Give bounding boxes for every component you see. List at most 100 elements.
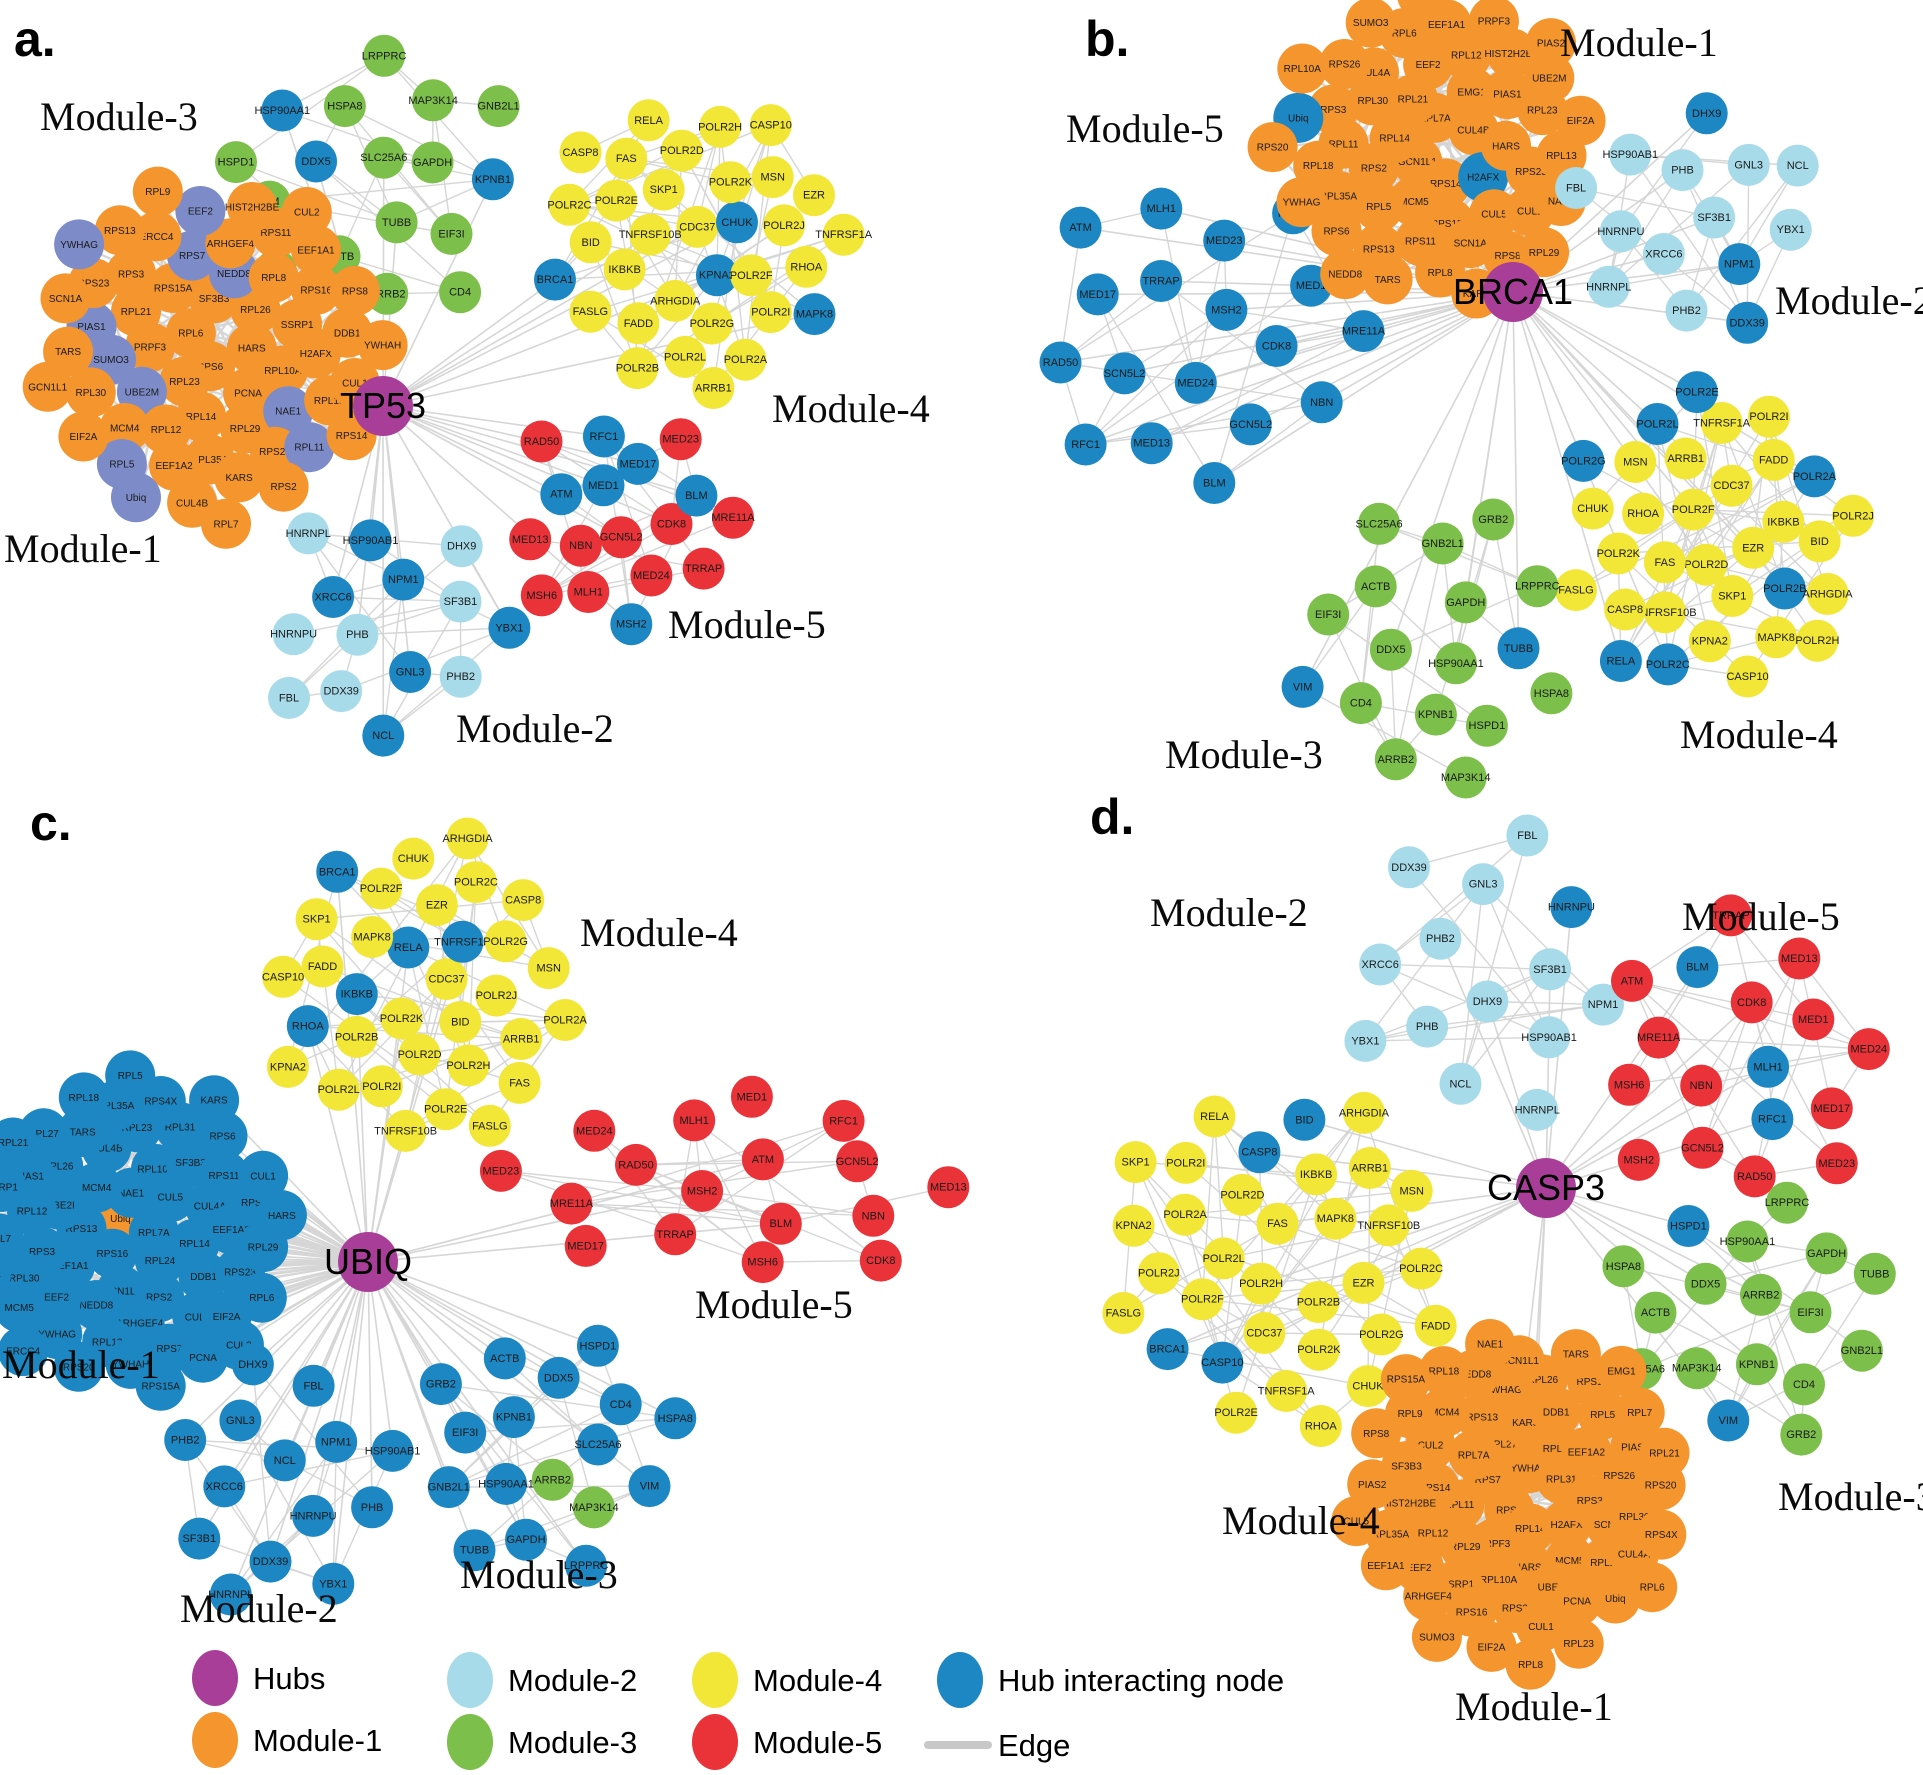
node-label-MAPK8: MAPK8 (353, 932, 390, 944)
node-label-BID: BID (1295, 1114, 1313, 1126)
node-PRPF3 (1468, 0, 1519, 47)
node-FBL (1506, 814, 1549, 857)
node-IKBKB (335, 973, 378, 1016)
node-label-RPS20: RPS20 (259, 447, 291, 458)
node-label-ACTB: ACTB (490, 1353, 519, 1365)
node-label-DHX9: DHX9 (447, 541, 476, 553)
node-HNRNPL (209, 1573, 252, 1616)
node-POLR2B (335, 1015, 378, 1058)
node-RELA (1193, 1095, 1236, 1138)
node-label-GCN1L1: GCN1L1 (1398, 157, 1437, 168)
node-label-RPL12: RPL12 (1451, 51, 1482, 62)
node-label-HNRNPU: HNRNPU (1548, 902, 1595, 914)
node-POLR2H (1240, 1262, 1283, 1305)
legend-label-Module-4: Module-4 (753, 1663, 882, 1698)
node-DDX5 (1369, 628, 1412, 671)
node-ACTB (1354, 565, 1397, 608)
node-label-CD4: CD4 (449, 287, 471, 299)
node-POLR2K (709, 161, 752, 204)
node-label-SF3B3: SF3B3 (1391, 1462, 1422, 1473)
node-label-PIAS1: PIAS1 (77, 322, 106, 333)
node-SF3B1 (178, 1517, 221, 1560)
node-label-RAD50: RAD50 (1737, 1171, 1772, 1183)
node-label-TRRAP: TRRAP (657, 1229, 694, 1241)
node-label-CUL4A: CUL4A (194, 1202, 227, 1213)
node-label-RPL24: RPL24 (145, 1256, 176, 1267)
node-TNFRSF10B (1367, 1204, 1410, 1247)
node-MCM5 (0, 1282, 45, 1333)
node-label-RPL7: RPL7 (1627, 1408, 1652, 1419)
node-label-RPS23: RPS23 (224, 1268, 256, 1279)
node-RPS6 (1311, 206, 1362, 256)
node-ARRB1 (1348, 1147, 1391, 1189)
node-EIF2A (1555, 95, 1606, 146)
node-EZR (793, 174, 835, 217)
node-POLR2E (424, 1088, 467, 1131)
node-TARS (1362, 254, 1413, 305)
node-label-MAP3K14: MAP3K14 (1441, 772, 1491, 784)
node-label-RPS13: RPS13 (104, 226, 136, 237)
node-label-MED17: MED17 (620, 458, 657, 470)
node-KPNB1 (471, 158, 514, 201)
node-label-MSH2: MSH2 (1624, 1154, 1655, 1166)
node-label-HARS: HARS (1514, 1562, 1542, 1573)
node-BLM (1193, 462, 1236, 504)
node-label-VIM: VIM (640, 1481, 660, 1493)
node-label-RHOA: RHOA (1305, 1421, 1337, 1433)
legend-label-Module-5: Module-5 (753, 1725, 882, 1760)
node-label-SLC25A6: SLC25A6 (1356, 518, 1403, 530)
node-ARHGEF4 (205, 218, 256, 269)
node-ARRB1 (1664, 437, 1707, 480)
node-ERCC4 (1397, 0, 1447, 20)
node-DDX5 (1684, 1262, 1727, 1305)
node-ARHGEF4 (1403, 1571, 1454, 1621)
node-label-RPL21: RPL21 (121, 307, 152, 318)
node-EMG1 (1446, 66, 1497, 117)
node-CASP8 (559, 131, 602, 174)
node-GRB2 (1780, 1413, 1823, 1456)
node-label-Ubiq: Ubiq (1605, 1594, 1626, 1605)
node-YWHAG (54, 219, 105, 270)
node-label-Ubiq: Ubiq (110, 1214, 131, 1225)
node-label-ACTB: ACTB (1641, 1307, 1670, 1319)
node-label-RPL9: RPL9 (1398, 1409, 1423, 1420)
node-label-FADD: FADD (1759, 454, 1788, 466)
hub-node-BRCA1 (1483, 262, 1543, 322)
node-label-FADD: FADD (1421, 1320, 1450, 1332)
node-label-RFC1: RFC1 (1758, 1114, 1787, 1126)
node-PIAS2 (1526, 18, 1576, 69)
node-DDX39 (320, 670, 363, 713)
node-SCN1A (40, 273, 91, 324)
node-label-KARS: KARS (1512, 1418, 1540, 1429)
node-MED23 (479, 1149, 522, 1192)
node-label-HNRNPU: HNRNPU (290, 1510, 337, 1522)
node-TUBB (1853, 1252, 1896, 1295)
node-POLR2G (1562, 439, 1605, 482)
node-label-RPL30: RPL30 (9, 1273, 40, 1284)
node-CDC37 (1710, 464, 1753, 507)
node-label-POLR2E: POLR2E (595, 195, 638, 207)
node-label-RPL6: RPL6 (1392, 29, 1417, 40)
node-label-SF3B1: SF3B1 (444, 596, 478, 608)
node-label-RPS23: RPS23 (78, 279, 110, 290)
node-label-CUL4B: CUL4B (176, 498, 209, 509)
node-label-MRE11A: MRE11A (1637, 1032, 1681, 1044)
node-FAS (1256, 1202, 1299, 1245)
node-label-IKBKB: IKBKB (341, 989, 373, 1001)
node-label-KPNA2: KPNA2 (699, 270, 735, 282)
module-label-Module-2: Module-2 (1775, 278, 1923, 323)
node-label-EIF2A: EIF2A (1478, 1642, 1506, 1653)
node-label-YBX1: YBX1 (495, 622, 523, 634)
node-MED23 (1203, 219, 1246, 262)
node-label-HSP90AB1: HSP90AB1 (1521, 1032, 1577, 1044)
node-label-MED13: MED13 (1781, 953, 1818, 965)
node-CHUK (1571, 487, 1614, 530)
node-RFC1 (1751, 1098, 1794, 1141)
node-FAS (1643, 541, 1686, 584)
node-label-CASP10: CASP10 (1201, 1357, 1243, 1369)
node-label-MSH2: MSH2 (687, 1186, 718, 1198)
node-label-XRCC6: XRCC6 (314, 592, 351, 604)
node-label-POLR2A: POLR2A (724, 354, 768, 366)
node-label-RPL27: RPL27 (28, 1129, 59, 1140)
node-label-EZR: EZR (1353, 1277, 1375, 1289)
